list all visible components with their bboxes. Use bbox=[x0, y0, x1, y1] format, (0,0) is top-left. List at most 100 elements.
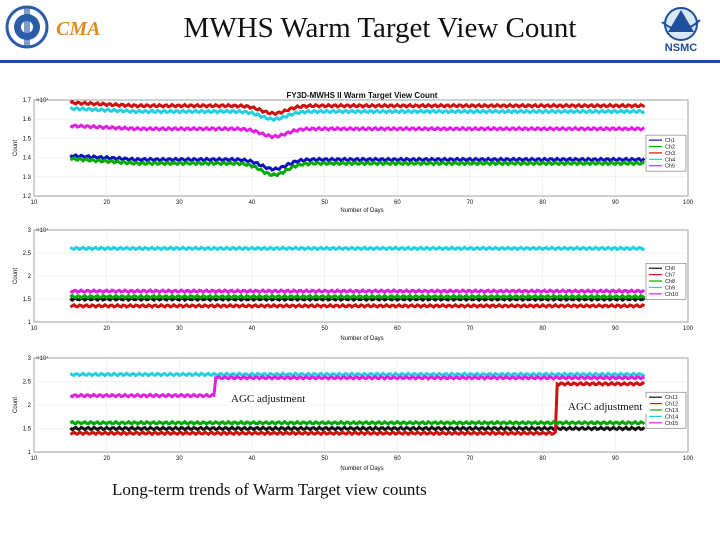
agc-annotation-2-text: AGC adjustment bbox=[568, 401, 642, 413]
y-tick-label: 1.5 bbox=[23, 297, 32, 303]
x-tick-label: 60 bbox=[394, 456, 401, 462]
x-tick-label: 10 bbox=[31, 200, 38, 206]
agc-annotation-2-box bbox=[566, 398, 650, 414]
panel-3: ×10⁴ Number of Days Count 10 20 30 40 50 60 70… bbox=[13, 355, 694, 472]
y-tick-label: 1.5 bbox=[23, 427, 32, 433]
y-tick-label: 2 bbox=[28, 274, 32, 280]
panel-1-exponent: ×10⁴ bbox=[36, 97, 49, 104]
series-line-ch9 bbox=[69, 245, 646, 252]
slide-header: CMA MWHS Warm Target View Count NSMC bbox=[0, 0, 720, 63]
panel-2: ×10⁴ Number of Days Count 10 20 30 40 50 60 70… bbox=[13, 227, 694, 342]
series-line-ch11 bbox=[69, 425, 646, 432]
series-line-ch2 bbox=[69, 156, 646, 178]
x-tick-label: 60 bbox=[394, 326, 401, 332]
panel-1-title: FY3D-MWHS II Warm Target View Count bbox=[287, 91, 438, 100]
header-rule bbox=[0, 60, 720, 63]
panel-3-xlabel: Number of Days bbox=[340, 466, 383, 472]
x-tick-label: 50 bbox=[321, 456, 328, 462]
legend-entry: Ch2 bbox=[665, 145, 675, 151]
x-tick-label: 20 bbox=[103, 326, 110, 332]
legend-entry: Ch6 bbox=[665, 266, 675, 272]
warm-target-chart: FY3D-MWHS II Warm Target View Count ×10⁴… bbox=[13, 91, 694, 472]
x-tick-label: 20 bbox=[103, 200, 110, 206]
panel-2-exponent: ×10⁴ bbox=[36, 227, 49, 234]
agc-annotation-1-text: AGC adjustment bbox=[231, 393, 305, 405]
x-tick-label: 100 bbox=[683, 326, 694, 332]
legend-entry: Ch8 bbox=[665, 279, 675, 285]
x-tick-label: 100 bbox=[683, 200, 694, 206]
panel-1-frame bbox=[33, 99, 689, 197]
legend-entry: Ch13 bbox=[665, 408, 678, 414]
panel-2-series bbox=[69, 245, 646, 309]
panel-1-yticks: 1.2 1.3 1.4 1.5 1.6 1.7 bbox=[23, 98, 32, 200]
series-line-ch13 bbox=[69, 419, 646, 426]
x-tick-label: 90 bbox=[612, 456, 619, 462]
x-tick-label: 10 bbox=[31, 456, 38, 462]
x-tick-label: 70 bbox=[467, 326, 474, 332]
figure-caption: Long-term trends of Warm Target view cou… bbox=[112, 480, 427, 499]
panel-2-xlabel: Number of Days bbox=[340, 336, 383, 342]
panel-3-xticks: 10 20 30 40 50 60 70 80 90 100 bbox=[31, 456, 694, 462]
panel-1-xlabel: Number of Days bbox=[340, 208, 383, 214]
x-tick-label: 50 bbox=[321, 200, 328, 206]
page-title: MWHS Warm Target View Count bbox=[183, 12, 577, 44]
series-line-ch10 bbox=[69, 288, 646, 295]
y-tick-label: 1.4 bbox=[23, 156, 32, 162]
series-line-ch3 bbox=[69, 99, 646, 117]
y-tick-label: 1 bbox=[28, 450, 32, 456]
agc-annotation-1-box bbox=[228, 390, 314, 406]
y-tick-label: 2.5 bbox=[23, 251, 32, 257]
series-line-ch12 bbox=[69, 380, 646, 437]
legend-entry: Ch5 bbox=[665, 164, 675, 170]
x-tick-label: 40 bbox=[249, 200, 256, 206]
svg-text:CMA: CMA bbox=[56, 18, 100, 40]
y-tick-label: 3 bbox=[28, 228, 32, 234]
x-tick-label: 100 bbox=[683, 456, 694, 462]
legend-entry: Ch3 bbox=[665, 151, 675, 157]
series-line-ch4 bbox=[69, 106, 646, 123]
legend-entry: Ch10 bbox=[665, 292, 678, 298]
panel-2-xticks: 10 20 30 40 50 60 70 80 90 100 bbox=[31, 326, 694, 332]
cma-logo-icon: CMA bbox=[5, 5, 100, 49]
x-tick-label: 80 bbox=[539, 200, 546, 206]
legend-entry: Ch4 bbox=[665, 157, 675, 163]
y-tick-label: 1.6 bbox=[23, 117, 32, 123]
panel-2-yticks: 1 1.5 2 2.5 3 bbox=[23, 228, 32, 326]
legend-entry: Ch12 bbox=[665, 402, 678, 408]
y-tick-label: 1.3 bbox=[23, 175, 32, 181]
legend-entry: Ch11 bbox=[665, 395, 678, 401]
legend-entry: Ch15 bbox=[665, 421, 678, 427]
x-tick-label: 80 bbox=[539, 326, 546, 332]
x-tick-label: 70 bbox=[467, 456, 474, 462]
panel-3-series bbox=[69, 371, 646, 437]
panel-3-ylabel: Count bbox=[13, 397, 19, 413]
agc-annotation-2: AGC adjustment bbox=[566, 398, 650, 414]
x-tick-label: 90 bbox=[612, 200, 619, 206]
x-tick-label: 40 bbox=[249, 326, 256, 332]
panel-1-xticks: 10 20 30 40 50 60 70 80 90 100 bbox=[31, 200, 694, 206]
panel-1-ylabel: Count bbox=[13, 140, 19, 156]
series-line-ch1 bbox=[69, 153, 646, 172]
x-tick-label: 90 bbox=[612, 326, 619, 332]
panel-1-series bbox=[69, 99, 646, 178]
legend-entry: Ch9 bbox=[665, 285, 675, 291]
y-tick-label: 1.7 bbox=[23, 98, 32, 104]
series-line-ch14 bbox=[69, 371, 646, 378]
y-tick-label: 2 bbox=[28, 403, 32, 409]
y-tick-label: 1.5 bbox=[23, 136, 32, 142]
x-tick-label: 20 bbox=[103, 456, 110, 462]
agc-annotation-1: AGC adjustment bbox=[228, 390, 314, 406]
nsmc-logo-icon: NSMC bbox=[661, 7, 701, 54]
x-tick-label: 30 bbox=[176, 456, 183, 462]
panel-3-exponent: ×10⁴ bbox=[36, 355, 49, 362]
y-tick-label: 1 bbox=[28, 320, 32, 326]
x-tick-label: 10 bbox=[31, 326, 38, 332]
x-tick-label: 30 bbox=[176, 200, 183, 206]
legend-entry: Ch1 bbox=[665, 138, 675, 144]
x-tick-label: 80 bbox=[539, 456, 546, 462]
x-tick-label: 70 bbox=[467, 200, 474, 206]
x-tick-label: 40 bbox=[249, 456, 256, 462]
y-tick-label: 1.2 bbox=[23, 194, 32, 200]
